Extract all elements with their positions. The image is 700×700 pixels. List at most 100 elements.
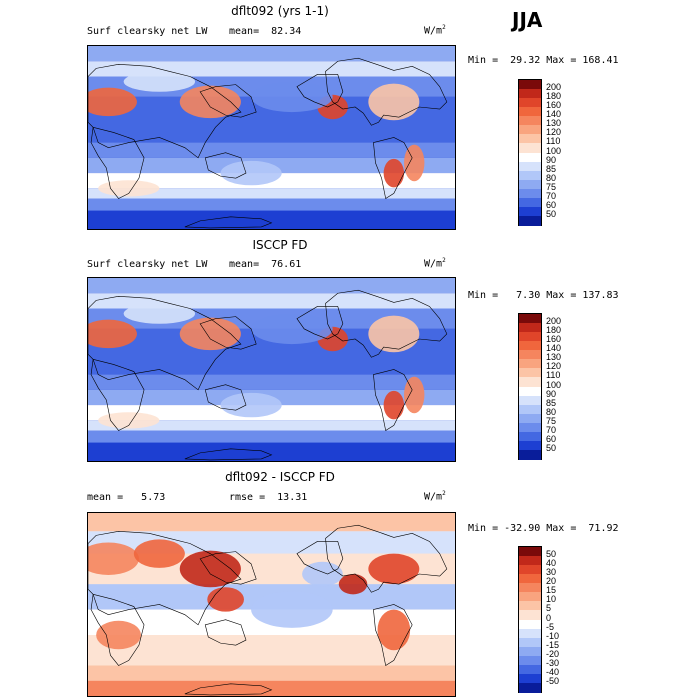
- season-label: JJA: [512, 8, 543, 32]
- latitude-band: [88, 188, 455, 199]
- field-patch: [383, 158, 405, 188]
- coastline: [204, 384, 247, 411]
- colorbar-swatch: [519, 89, 541, 99]
- colorbar-swatch: [519, 179, 541, 190]
- colorbar-tick-label: 10: [546, 594, 557, 605]
- map-canvas: [88, 46, 455, 229]
- panel3-rmse: rmse = 13.31: [229, 492, 308, 503]
- colorbar-swatch: [519, 161, 541, 172]
- latitude-band: [88, 430, 455, 443]
- field-patch: [96, 620, 142, 650]
- colorbar-swatch: [519, 556, 541, 566]
- colorbar-swatch: [519, 682, 541, 693]
- coastline: [184, 216, 273, 229]
- field-patch: [179, 550, 241, 588]
- panel1-variable: Surf clearsky net LW: [87, 26, 208, 37]
- panel2-mean: mean= 76.61: [229, 259, 302, 270]
- colorbar-tick-label: 5: [546, 603, 552, 614]
- colorbar-tick-label: 90: [546, 388, 557, 399]
- field-patch: [88, 87, 137, 117]
- field-patch: [251, 591, 333, 628]
- colorbar-swatch: [519, 368, 541, 378]
- latitude-band: [88, 278, 455, 294]
- colorbar-tick-label: 60: [546, 199, 557, 210]
- latitude-band: [88, 142, 455, 158]
- coastline: [373, 604, 413, 666]
- colorbar-tick-label: 15: [546, 585, 557, 596]
- latitude-band: [88, 442, 455, 461]
- field-patch: [133, 539, 185, 568]
- field-patch: [207, 587, 244, 612]
- coastlines: [88, 524, 448, 696]
- colorbar-swatch: [519, 377, 541, 387]
- field-patch: [368, 315, 420, 353]
- colorbar-swatch: [519, 601, 541, 611]
- colorbar-tick-label: 160: [546, 334, 562, 345]
- colorbar-tick-label: 100: [546, 379, 562, 390]
- colorbar-tick-label: 180: [546, 91, 562, 102]
- colorbar-swatch: [519, 628, 541, 639]
- panel3-units: W/m2: [424, 490, 446, 503]
- field-patch: [98, 412, 160, 429]
- coastline: [199, 84, 257, 118]
- field-patch: [98, 180, 160, 197]
- colorbar-tick-label: 50: [546, 208, 557, 219]
- colorbar-tick-label: -30: [546, 657, 560, 668]
- colorbar-tick-label: 20: [546, 576, 557, 587]
- latitude-band: [88, 420, 455, 431]
- colorbar-swatch: [519, 314, 541, 324]
- colorbar-swatch: [519, 323, 541, 333]
- coastline: [325, 57, 448, 126]
- colorbar-tick-label: 160: [546, 100, 562, 111]
- field-patch: [179, 85, 241, 119]
- colorbar-swatch: [519, 215, 541, 226]
- field-patch: [88, 319, 137, 349]
- field-patch: [368, 83, 420, 121]
- field-patch: [123, 71, 196, 92]
- colorbar-tick-label: 70: [546, 424, 557, 435]
- colorbar-tick-label: 130: [546, 118, 562, 129]
- panel3-colorbar: [518, 546, 542, 693]
- field-patch: [377, 609, 411, 651]
- panel2-variable: Surf clearsky net LW: [87, 259, 208, 270]
- colorbar-tick-label: 40: [546, 558, 557, 569]
- field-patch: [220, 392, 282, 418]
- colorbar-tick-label: 180: [546, 325, 562, 336]
- coastline: [199, 316, 257, 350]
- coastline: [90, 593, 145, 666]
- colorbar-swatch: [519, 80, 541, 90]
- colorbar-swatch: [519, 404, 541, 415]
- colorbar-tick-label: 50: [546, 442, 557, 453]
- colorbar-tick-label: -5: [546, 621, 555, 632]
- colorbar-swatch: [519, 413, 541, 424]
- panel2-title: ISCCP FD: [252, 238, 308, 252]
- colorbar-swatch: [519, 610, 541, 620]
- colorbar-tick-label: 60: [546, 433, 557, 444]
- colorbar-tick-label: 140: [546, 109, 562, 120]
- panel3-map: [87, 512, 456, 697]
- colorbar-tick-label: 140: [546, 343, 562, 354]
- colorbar-swatch: [519, 664, 541, 675]
- colorbar-tick-label: -40: [546, 666, 560, 677]
- coastline: [325, 524, 448, 593]
- coastline: [325, 289, 448, 358]
- colorbar-swatch: [519, 350, 541, 360]
- colorbar-tick-label: 70: [546, 190, 557, 201]
- field-patch: [383, 390, 405, 420]
- latitude-band: [88, 210, 455, 229]
- field-patch: [368, 553, 420, 585]
- panel2-colorbar: [518, 313, 542, 460]
- colorbar-tick-label: -10: [546, 630, 560, 641]
- map-canvas: [88, 278, 455, 461]
- colorbar-swatch: [519, 98, 541, 108]
- coastline: [296, 306, 344, 340]
- colorbar-swatch: [519, 422, 541, 433]
- coastline: [204, 619, 247, 646]
- field-patch: [338, 574, 368, 595]
- colorbar-swatch: [519, 547, 541, 557]
- panel1-title: dflt092 (yrs 1-1): [231, 4, 329, 18]
- coastlines: [88, 57, 448, 229]
- latitude-band: [88, 680, 455, 696]
- panel1-map: [87, 45, 456, 230]
- colorbar-tick-label: 75: [546, 181, 557, 192]
